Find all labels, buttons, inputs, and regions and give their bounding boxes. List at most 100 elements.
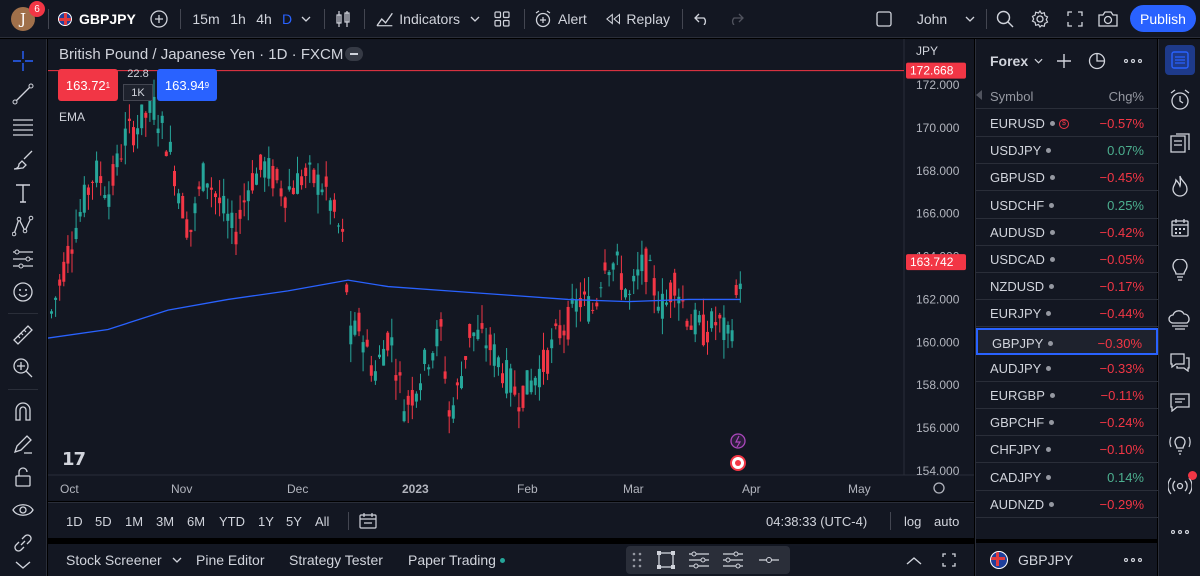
interval-dropdown[interactable]: [298, 0, 314, 38]
panel-maximize-button[interactable]: [942, 544, 956, 576]
column-symbol-header[interactable]: Symbol: [990, 89, 1034, 104]
text-tool[interactable]: [9, 179, 37, 207]
price-chart[interactable]: JPY172.000170.000168.000166.000164.00016…: [48, 39, 974, 501]
fullscreen-button[interactable]: [1064, 0, 1086, 38]
watchlist-row-audnzd[interactable]: AUDNZD −0.29%: [976, 491, 1158, 518]
symbol-search-button[interactable]: GBPJPY: [58, 0, 136, 38]
watchlist-row-gbpjpy[interactable]: GBPJPY −0.30%: [976, 327, 1158, 355]
settings-button[interactable]: [1029, 0, 1051, 38]
advanced-view-button[interactable]: [1088, 39, 1106, 83]
tab-strategy-tester[interactable]: Strategy Tester: [289, 552, 383, 568]
templates-button[interactable]: [492, 0, 512, 38]
calendar-button[interactable]: [1165, 213, 1195, 243]
goto-date-button[interactable]: [359, 503, 377, 539]
drag-handle-icon[interactable]: [632, 552, 642, 568]
interval-4h[interactable]: 4h: [256, 11, 272, 27]
alerts-panel-button[interactable]: [1165, 85, 1195, 115]
indicators-dropdown[interactable]: [468, 0, 482, 38]
search-button[interactable]: [994, 0, 1016, 38]
interval-1h[interactable]: 1h: [230, 11, 246, 27]
more-tools-toggle[interactable]: [9, 555, 37, 575]
lock-drawings-tool[interactable]: [9, 463, 37, 491]
range-6m[interactable]: 6M: [187, 513, 206, 529]
watchlist-row-audusd[interactable]: AUDUSD −0.42%: [976, 219, 1158, 246]
watchlist-row-usdchf[interactable]: USDCHF 0.25%: [976, 192, 1158, 219]
watchlist-row-nzdusd[interactable]: NZDUSD −0.17%: [976, 273, 1158, 301]
icon-tool[interactable]: [9, 278, 37, 306]
lot-size-field[interactable]: 1K: [123, 84, 153, 101]
pattern-tool[interactable]: [9, 212, 37, 240]
watchlist-row-usdcad[interactable]: USDCAD −0.05%: [976, 246, 1158, 273]
broadcast-button[interactable]: [1165, 471, 1197, 501]
range-1d[interactable]: 1D: [66, 513, 83, 529]
help-button[interactable]: [1165, 429, 1195, 459]
sliders-icon[interactable]: [688, 551, 710, 569]
range-ytd[interactable]: YTD: [219, 513, 245, 529]
brush-tool[interactable]: [9, 146, 37, 174]
watchlist-row-eurgbp[interactable]: EURGBP −0.11%: [976, 382, 1158, 409]
panel-resize-left-icon[interactable]: [976, 90, 982, 100]
notes-button[interactable]: [1165, 387, 1195, 417]
watchlist-row-eurusd[interactable]: EURUSD $ −0.57%: [976, 110, 1158, 137]
prediction-tool[interactable]: [9, 245, 37, 273]
ruler-tool[interactable]: [9, 321, 37, 349]
alert-button[interactable]: Alert: [534, 0, 590, 38]
column-change-header[interactable]: Chg%: [1108, 89, 1144, 104]
watchlist-more-button[interactable]: [1124, 39, 1142, 83]
earnings-event-icon[interactable]: [730, 433, 746, 449]
range-1y[interactable]: 1Y: [258, 513, 274, 529]
compare-symbol-button[interactable]: [148, 0, 170, 38]
axis-settings-icon[interactable]: [933, 482, 945, 494]
crosshair-tool[interactable]: [9, 47, 37, 75]
watchlist-panel-button[interactable]: [1165, 45, 1195, 75]
details-more-button[interactable]: [1124, 543, 1142, 576]
chart-type-button[interactable]: [332, 0, 354, 38]
data-window-button[interactable]: [1165, 129, 1195, 159]
trend-line-tool[interactable]: [9, 80, 37, 108]
ema-indicator-label[interactable]: EMA: [59, 110, 86, 124]
indicators-button[interactable]: Indicators: [376, 0, 460, 38]
fib-tool[interactable]: [9, 113, 37, 141]
layout-name[interactable]: John: [916, 11, 948, 27]
add-symbol-button[interactable]: [1056, 39, 1072, 83]
snapshot-button[interactable]: [1097, 0, 1119, 38]
select-area-icon[interactable]: [656, 550, 676, 570]
range-all[interactable]: All: [315, 513, 330, 529]
stay-drawing-tool[interactable]: [9, 430, 37, 458]
sync-drawings-tool[interactable]: [9, 529, 37, 557]
watchlist-row-usdjpy[interactable]: USDJPY 0.07%: [976, 137, 1158, 165]
undo-button[interactable]: [692, 0, 712, 38]
tab-stock-screener[interactable]: Stock Screener: [66, 544, 182, 576]
range-5y[interactable]: 5Y: [286, 513, 302, 529]
layout-dropdown[interactable]: [962, 0, 978, 38]
interval-15m[interactable]: 15m: [192, 11, 220, 27]
streams-button[interactable]: [1165, 305, 1195, 335]
range-1m[interactable]: 1M: [125, 513, 144, 529]
replay-button[interactable]: Replay: [606, 0, 670, 38]
buy-button[interactable]: 163.94 9: [157, 69, 217, 101]
tab-paper-trading[interactable]: Paper Trading: [408, 544, 505, 576]
horizontal-line-icon[interactable]: [758, 555, 780, 565]
interval-1d[interactable]: D: [281, 11, 293, 27]
watchlist-row-eurjpy[interactable]: EURJPY −0.44%: [976, 300, 1158, 328]
more-apps-button[interactable]: [1165, 517, 1195, 547]
auto-scale-toggle[interactable]: auto: [934, 513, 960, 529]
watchlist-row-chfjpy[interactable]: CHFJPY −0.10%: [976, 436, 1158, 464]
hotlists-button[interactable]: [1165, 171, 1195, 201]
tab-pine-editor[interactable]: Pine Editor: [196, 552, 265, 568]
watchlist-row-audjpy[interactable]: AUDJPY −0.33%: [976, 355, 1158, 382]
watchlist-row-cadjpy[interactable]: CADJPY 0.14%: [976, 464, 1158, 491]
chats-button[interactable]: [1165, 347, 1195, 377]
watchlist-row-gbpusd[interactable]: GBPUSD −0.45%: [976, 164, 1158, 192]
details-symbol[interactable]: GBPJPY: [990, 543, 1073, 576]
sell-button[interactable]: 163.72 1: [58, 69, 118, 101]
log-scale-toggle[interactable]: log: [904, 513, 922, 529]
watchlist-select[interactable]: Forex: [990, 39, 1043, 83]
sliders-alt-icon[interactable]: [722, 551, 744, 569]
watchlist-row-gbpchf[interactable]: GBPCHF −0.24%: [976, 409, 1158, 437]
tradingview-logo[interactable]: 17: [62, 449, 86, 470]
publish-button[interactable]: Publish: [1130, 5, 1196, 32]
hide-drawings-tool[interactable]: [9, 496, 37, 524]
magnet-tool[interactable]: [9, 397, 37, 425]
layout-select-button[interactable]: [874, 0, 894, 38]
